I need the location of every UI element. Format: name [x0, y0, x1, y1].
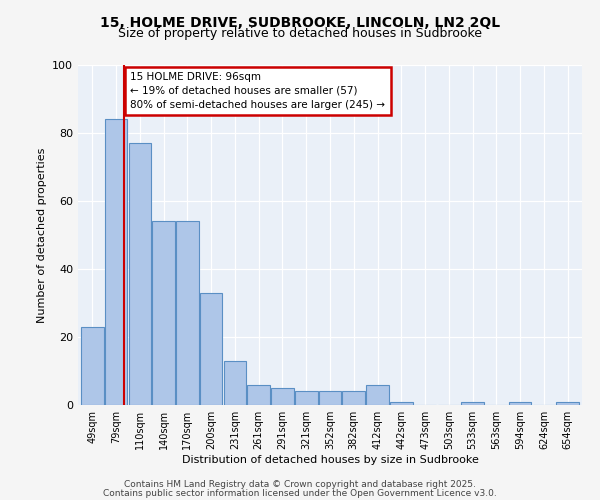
- Bar: [247, 384, 270, 405]
- Bar: [224, 361, 246, 405]
- Bar: [152, 222, 175, 405]
- Text: Contains public sector information licensed under the Open Government Licence v3: Contains public sector information licen…: [103, 488, 497, 498]
- Bar: [295, 392, 317, 405]
- Bar: [509, 402, 532, 405]
- Bar: [81, 327, 104, 405]
- Bar: [366, 384, 389, 405]
- Text: 15, HOLME DRIVE, SUDBROOKE, LINCOLN, LN2 2QL: 15, HOLME DRIVE, SUDBROOKE, LINCOLN, LN2…: [100, 16, 500, 30]
- Bar: [128, 143, 151, 405]
- Text: Size of property relative to detached houses in Sudbrooke: Size of property relative to detached ho…: [118, 28, 482, 40]
- Bar: [271, 388, 294, 405]
- Bar: [390, 402, 413, 405]
- Y-axis label: Number of detached properties: Number of detached properties: [37, 148, 47, 322]
- Bar: [343, 392, 365, 405]
- Text: Contains HM Land Registry data © Crown copyright and database right 2025.: Contains HM Land Registry data © Crown c…: [124, 480, 476, 489]
- Text: 15 HOLME DRIVE: 96sqm
← 19% of detached houses are smaller (57)
80% of semi-deta: 15 HOLME DRIVE: 96sqm ← 19% of detached …: [130, 72, 385, 110]
- Bar: [105, 120, 127, 405]
- Bar: [319, 392, 341, 405]
- Bar: [461, 402, 484, 405]
- Bar: [176, 222, 199, 405]
- Bar: [200, 293, 223, 405]
- X-axis label: Distribution of detached houses by size in Sudbrooke: Distribution of detached houses by size …: [182, 455, 478, 465]
- Bar: [556, 402, 579, 405]
